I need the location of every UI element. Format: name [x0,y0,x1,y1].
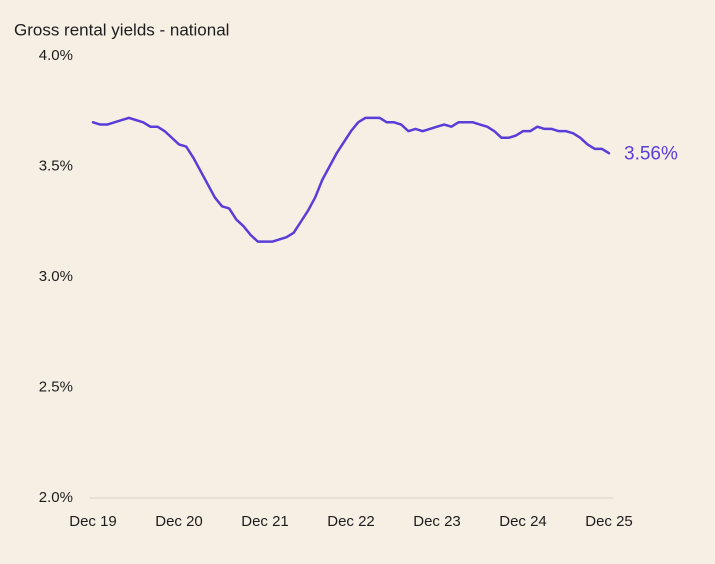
y-tick-label: 4.0% [39,47,73,64]
y-tick-label: 2.0% [39,489,73,506]
x-tick-label: Dec 23 [413,513,461,530]
y-tick-label: 3.0% [39,268,73,285]
x-tick-label: Dec 21 [241,513,289,530]
y-tick-label: 2.5% [39,378,73,395]
value-label: 3.56% [624,143,678,164]
x-tick-label: Dec 22 [327,513,375,530]
x-tick-label: Dec 20 [155,513,203,530]
chart-title: Gross rental yields - national [14,20,229,39]
x-tick-label: Dec 25 [585,513,633,530]
x-tick-label: Dec 24 [499,513,547,530]
x-tick-label: Dec 19 [69,513,117,530]
y-tick-label: 3.5% [39,157,73,174]
data-line [91,116,611,243]
